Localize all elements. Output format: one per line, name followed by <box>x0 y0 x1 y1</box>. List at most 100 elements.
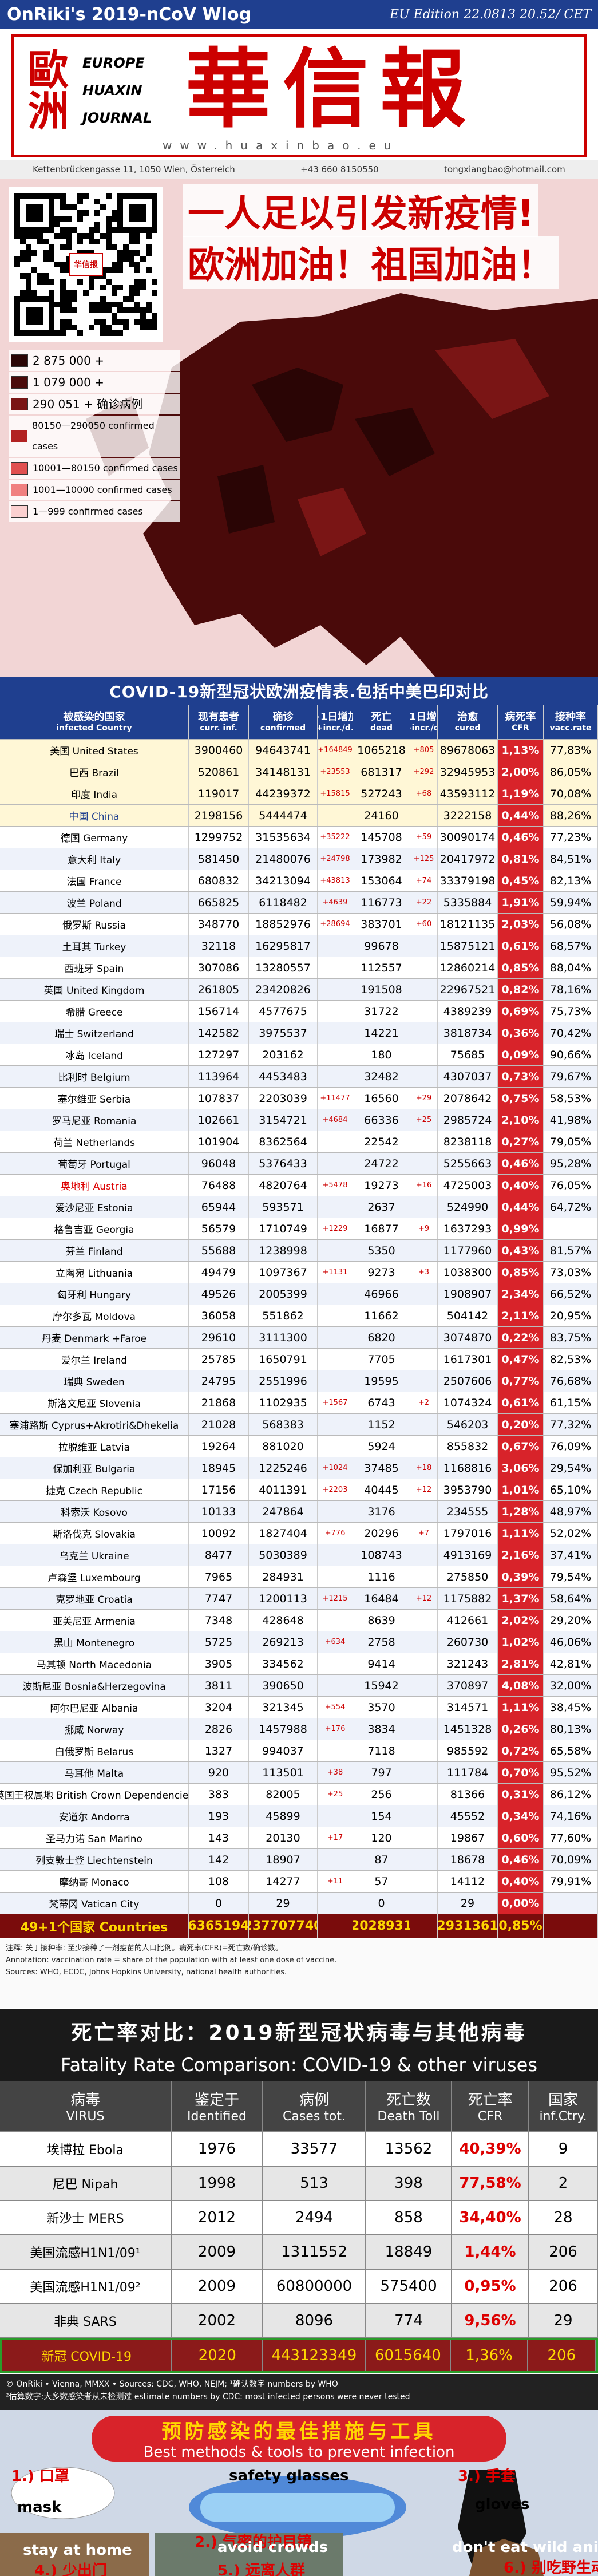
identified: 2002 <box>172 2304 263 2337</box>
confirmed-incr: +28694 <box>318 914 353 935</box>
header-cell: 接种率 vacc.rate <box>544 705 598 739</box>
current: 36058 <box>189 1305 249 1326</box>
source-line: © OnRiki • Vienna, MMXX • Sources: CDC, … <box>6 2380 338 2389</box>
countries: 29 <box>529 2304 598 2337</box>
qr-cell <box>129 233 134 239</box>
qr-cell <box>134 262 140 267</box>
dead-incr <box>410 1131 438 1152</box>
qr-label: 华信报 <box>69 253 103 276</box>
qr-cell <box>66 239 72 244</box>
virus: 新沙士 MERS <box>0 2201 172 2234</box>
confirmed-incr: +24798 <box>318 848 353 870</box>
vacc-rate: 80,13% <box>544 1718 598 1740</box>
note: Sources: WHO, ECDC, Johns Hopkins Univer… <box>6 1967 287 1977</box>
countries: 206 <box>528 2340 596 2371</box>
qr-cell <box>106 233 112 239</box>
vacc-rate: 76,68% <box>544 1370 598 1392</box>
country: 塞浦路斯 Cyprus+Akrotiri&Dhekelia <box>0 1414 189 1435</box>
cured: 12860214 <box>438 957 498 978</box>
dead: 6743 <box>353 1392 410 1413</box>
country: 拉脱维亚 Latvia <box>0 1436 189 1457</box>
dead: 66336 <box>353 1109 410 1131</box>
dead: 8639 <box>353 1610 410 1631</box>
virus: 美国流感H1N1/09² <box>0 2270 172 2303</box>
confirmed-incr: +17 <box>318 1827 353 1848</box>
qr-cell <box>112 330 117 336</box>
confirmed: 5376433 <box>249 1153 318 1174</box>
cfr: 77,58% <box>452 2167 529 2200</box>
qr-cell <box>100 285 106 290</box>
qr-cell <box>77 233 83 239</box>
qr-cell <box>123 250 129 256</box>
prevention-label: mask <box>17 2499 62 2516</box>
qr-cell <box>140 227 146 233</box>
qr-cell <box>26 244 31 250</box>
confirmed-incr <box>318 1283 353 1305</box>
header-zh: 死亡率 <box>468 2092 513 2109</box>
table-row: 匈牙利 Hungary 49526 2005399 46966 1908907 2,34%… <box>0 1283 598 1305</box>
cured: 1617301 <box>438 1349 498 1370</box>
confirmed: 321345 <box>249 1697 318 1718</box>
dead-incr <box>410 1196 438 1218</box>
top-bar: OnRiki's 2019-nCoV Wlog EU Edition 22.08… <box>0 0 598 29</box>
country: 奥地利 Austria <box>0 1175 189 1196</box>
current: 3905 <box>189 1653 249 1674</box>
dead: 191508 <box>353 979 410 1000</box>
qr-cell <box>123 193 129 199</box>
cured: 314571 <box>438 1697 498 1718</box>
qr-cell <box>100 307 106 313</box>
confirmed-incr <box>318 1544 353 1566</box>
header-zh: +1日增加 <box>318 711 353 724</box>
vacc-rate: 79,54% <box>544 1566 598 1587</box>
current: 21028 <box>189 1414 249 1435</box>
qr-cell <box>146 244 152 250</box>
qr-cell <box>26 204 31 210</box>
dead-incr: +3 <box>410 1262 438 1283</box>
contact-bar: Kettenbrückengasse 11, 1050 Wien, Österr… <box>0 160 598 179</box>
cured: 45552 <box>438 1805 498 1827</box>
total-cell <box>544 1914 598 1938</box>
current: 25785 <box>189 1349 249 1370</box>
confirmed: 428648 <box>249 1610 318 1631</box>
qr-cell <box>129 290 134 296</box>
dead: 5350 <box>353 1240 410 1261</box>
qr-cell <box>43 330 49 336</box>
table-row: 中国 China 2198156 5444474 24160 3222158 0,44% 8… <box>0 805 598 827</box>
comparison-header: 病毒 VIRUS 鉴定于 Identified 病例 Cases tot. 死亡数 Death… <box>0 2081 598 2132</box>
dead: 797 <box>353 1762 410 1783</box>
confirmed-incr: +1024 <box>318 1457 353 1479</box>
total-cell: 237707740 <box>249 1914 318 1938</box>
qr-cell <box>43 227 49 233</box>
cured: 1177960 <box>438 1240 498 1261</box>
vacc-rate: 20,95% <box>544 1305 598 1326</box>
qr-cell <box>100 330 106 336</box>
country: 西班牙 Spain <box>0 957 189 978</box>
qr-cell <box>94 227 100 233</box>
prevention-label: stay at home <box>23 2542 132 2559</box>
qr-cell <box>20 233 26 239</box>
confirmed-incr: +43813 <box>318 870 353 891</box>
confirmed: 13280557 <box>249 957 318 978</box>
confirmed-incr: +38 <box>318 1762 353 1783</box>
qr-cell <box>60 296 66 302</box>
current: 7348 <box>189 1610 249 1631</box>
country: 立陶宛 Lithuania <box>0 1262 189 1283</box>
qr-cell <box>20 256 26 262</box>
current: 7747 <box>189 1588 249 1609</box>
confirmed: 1650791 <box>249 1349 318 1370</box>
qr-cell <box>54 233 60 239</box>
qr-cell <box>31 193 37 199</box>
qr-cell <box>14 256 20 262</box>
current: 17156 <box>189 1479 249 1500</box>
current: 76488 <box>189 1175 249 1196</box>
country: 波兰 Poland <box>0 892 189 913</box>
cured: 18678 <box>438 1849 498 1870</box>
qr-cell <box>49 325 54 330</box>
qr-cell <box>14 325 20 330</box>
qr-cell <box>49 193 54 199</box>
qr-pattern <box>14 193 157 336</box>
qr-cell <box>123 244 129 250</box>
confirmed: 284931 <box>249 1566 318 1587</box>
table-row: 列支敦士登 Liechtenstein 142 18907 87 18678 0,46% 7… <box>0 1849 598 1871</box>
confirmed: 5030389 <box>249 1544 318 1566</box>
